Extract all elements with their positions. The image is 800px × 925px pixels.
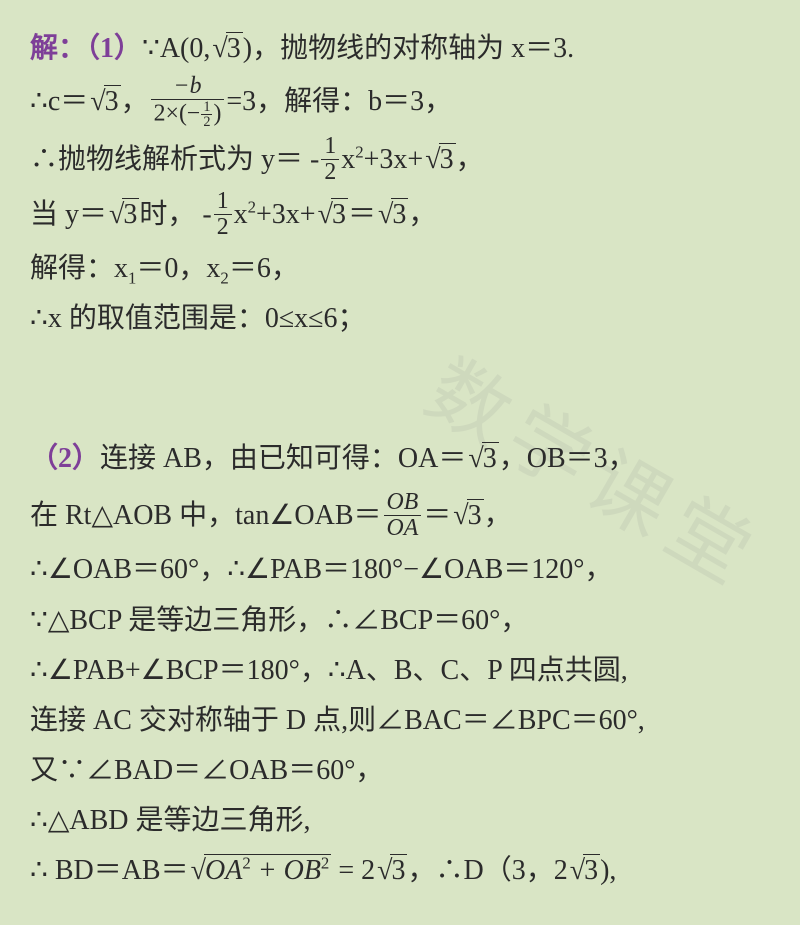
text: x [234, 199, 248, 230]
line-3: ∴抛物线解析式为 y＝ -12x2+3x+3， [30, 136, 770, 187]
sqrt-3: 3 [568, 848, 600, 894]
sqrt-3: 3 [451, 493, 483, 539]
text: ), [600, 855, 616, 886]
line-8: 在 Rt△AOB 中，tan∠OAB＝OBOA＝3， [30, 492, 770, 543]
text: ， [408, 199, 436, 230]
sqrt-3: 3 [210, 26, 242, 72]
sqrt-3: 3 [107, 192, 139, 238]
text: +3x+ [256, 199, 316, 230]
line-7: （2）连接 AB，由已知可得：OA＝3，OB＝3， [30, 436, 770, 482]
text: = 2 [331, 855, 375, 886]
line-4: 当 y＝3时， -12x2+3x+3＝3， [30, 191, 770, 242]
text: 在 Rt△AOB 中，tan∠OAB＝ [30, 500, 382, 531]
sub2: 2 [220, 268, 228, 287]
text: +3x+ [364, 144, 424, 175]
text: =3，解得：b＝3， [226, 86, 452, 117]
text: ，OB＝3， [499, 443, 636, 474]
line-15: ∴ BD＝AB＝OA2 + OB2 = 23，∴D（3，23), [30, 848, 770, 894]
text: ， [484, 500, 512, 531]
text: ∴c＝ [30, 86, 88, 117]
text: ∴ BD＝AB＝ [30, 855, 189, 886]
text: ∵△BCP 是等边三角形，∴∠BCP＝60°， [30, 605, 528, 636]
line-5: 解得：x1＝0，x2＝6， [30, 246, 770, 292]
sqrt-3: 3 [423, 137, 455, 183]
text: ， [456, 144, 484, 175]
text: ∴∠PAB+∠BCP＝180°，∴A、B、C、P 四点共圆, [30, 655, 628, 686]
text: ∴抛物线解析式为 y＝ - [30, 144, 319, 175]
text: ＝ [348, 199, 376, 230]
text: ∴△ABD 是等边三角形, [30, 805, 310, 836]
line-1: 解：（1）∵A(0,3)，抛物线的对称轴为 x＝3. [30, 26, 770, 72]
squared: 2 [248, 197, 256, 216]
text: ∴∠OAB＝60°，∴∠PAB＝180°−∠OAB＝120°， [30, 554, 612, 585]
sqrt-3: 3 [376, 192, 408, 238]
sqrt-expr: OA2 + OB2 [189, 848, 332, 894]
text: 时， - [139, 199, 211, 230]
text: 当 y＝ [30, 199, 107, 230]
fraction-OB-OA: OBOA [384, 490, 422, 541]
text: ＝ [423, 500, 451, 531]
text: x [341, 144, 355, 175]
part-1-label: 解：（1） [30, 33, 142, 64]
line-9: ∴∠OAB＝60°，∴∠PAB＝180°−∠OAB＝120°， [30, 547, 770, 593]
line-13: 又∵∠BAD＝∠OAB＝60°， [30, 748, 770, 794]
solution-body: 解：（1）∵A(0,3)，抛物线的对称轴为 x＝3. ∴c＝3，−b2×(−12… [30, 26, 770, 895]
sqrt-3: 3 [466, 436, 498, 482]
sqrt-3: 3 [375, 848, 407, 894]
line-14: ∴△ABD 是等边三角形, [30, 798, 770, 844]
text: 又∵∠BAD＝∠OAB＝60°， [30, 755, 383, 786]
squared: 2 [355, 142, 363, 161]
line-10: ∵△BCP 是等边三角形，∴∠BCP＝60°， [30, 598, 770, 644]
text: ＝6， [229, 253, 299, 284]
part-2-label: （2） [30, 443, 100, 474]
sqrt-3: 3 [316, 192, 348, 238]
text: 连接 AC 交对称轴于 D 点,则∠BAC＝∠BPC＝60°, [30, 705, 645, 736]
text: ＝0，x [136, 253, 220, 284]
text: 解得：x [30, 253, 128, 284]
text: ，∴D（3，2 [407, 855, 567, 886]
text: )，抛物线的对称轴为 x＝3. [243, 33, 574, 64]
line-2: ∴c＝3，−b2×(−12)=3，解得：b＝3， [30, 76, 770, 132]
line-11: ∴∠PAB+∠BCP＝180°，∴A、B、C、P 四点共圆, [30, 648, 770, 694]
sqrt-3: 3 [88, 79, 120, 125]
line-6: ∴x 的取值范围是：0≤x≤6； [30, 296, 770, 342]
text: 连接 AB，由已知可得：OA＝ [100, 443, 466, 474]
text: ， [121, 86, 149, 117]
half: 12 [321, 134, 339, 185]
text: ∵A(0, [142, 33, 210, 64]
line-12: 连接 AC 交对称轴于 D 点,则∠BAC＝∠BPC＝60°, [30, 698, 770, 744]
fraction-vertex: −b2×(−12) [151, 74, 225, 130]
spacer [30, 346, 770, 436]
half: 12 [214, 189, 232, 240]
text: ∴x 的取值范围是：0≤x≤6； [30, 303, 366, 334]
